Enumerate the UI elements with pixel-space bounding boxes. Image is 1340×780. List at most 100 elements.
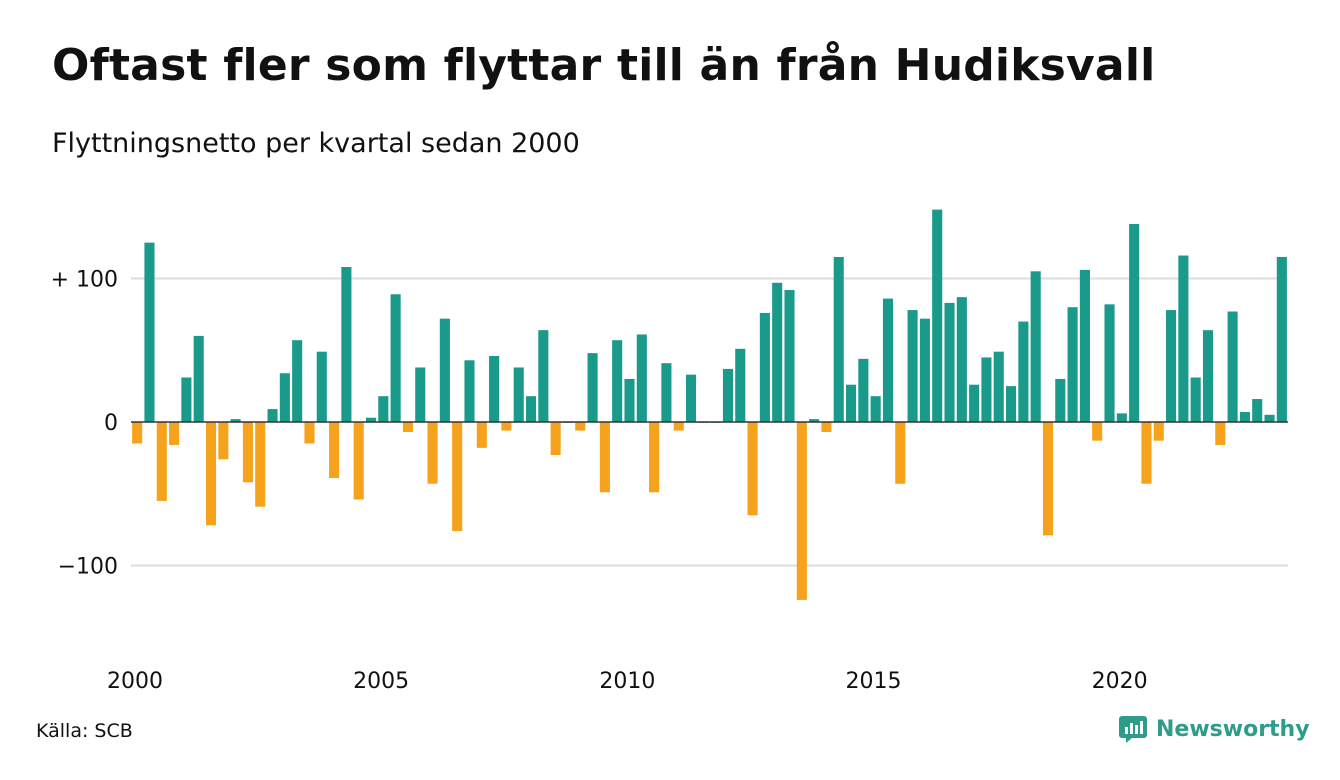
bar [1252,399,1263,422]
bar [1104,304,1115,422]
brand-name: Newsworthy [1156,716,1310,742]
bar [1129,223,1140,422]
bar [316,351,327,422]
source-note: Källa: SCB [36,720,133,742]
bar [353,422,364,500]
bar [907,310,918,422]
bar [390,294,401,422]
bar [193,335,204,422]
bar [981,357,992,423]
bar [809,419,820,422]
x-tick-label: 2015 [846,669,902,694]
bar-chart: + 100 0 −100 2000 2005 2010 2015 2020 [51,209,1288,694]
bar [525,396,537,422]
bar [292,340,303,422]
bar [538,330,549,422]
bar [722,368,734,422]
bar [673,422,684,431]
bar [882,298,894,422]
bar [156,422,167,501]
bar [476,422,487,448]
bar [230,419,241,422]
bar [661,363,672,423]
bar [858,358,869,422]
y-tick-label: 0 [104,411,118,436]
bar [255,422,266,507]
bar [1153,422,1164,441]
bar [821,422,832,433]
bar [513,367,524,422]
bar [1092,422,1103,441]
bar [550,422,561,456]
bar [919,318,930,422]
bar [1178,255,1189,422]
bar [969,384,980,422]
bar [747,422,758,516]
bar [895,422,906,484]
bar [649,422,660,493]
bar [1141,422,1152,484]
bar [624,378,635,422]
bar [1067,307,1078,422]
bar [612,340,623,422]
x-tick-label: 2000 [107,669,163,694]
bar [329,422,340,478]
bar [575,422,586,431]
bar [304,422,315,444]
bar [169,422,180,445]
bar [489,355,500,422]
bar [1276,256,1287,423]
chart-title: Oftast fler som flyttar till än från Hud… [52,40,1156,91]
bar [132,422,143,444]
bar [144,242,155,423]
y-tick-label: −100 [58,555,118,580]
bar [452,422,463,532]
bar [956,297,967,422]
bar [587,353,598,422]
bar [218,422,229,460]
bar [439,318,450,422]
bar [796,422,807,600]
bar [1190,377,1201,422]
newsworthy-icon [1119,716,1147,743]
bar [279,373,290,422]
bar [685,374,697,422]
x-tick-label: 2010 [599,669,655,694]
bar [1042,422,1054,536]
bar [427,422,438,484]
bar [1202,330,1214,422]
bar [1006,386,1017,423]
bar [1030,271,1041,422]
x-tick-label: 2020 [1092,669,1148,694]
bar [1055,378,1066,422]
bar [205,422,217,526]
bar [772,282,783,422]
bar [1264,414,1275,422]
bar [1166,310,1177,422]
bar [341,267,352,422]
bar [402,422,413,433]
bar [267,409,278,422]
bar [636,334,647,422]
bar [415,367,426,422]
chart-subtitle: Flyttningsnetto per kvartal sedan 2000 [52,128,580,159]
y-tick-label: + 100 [51,268,118,293]
bar [735,348,746,422]
bar [1079,269,1090,422]
bar [599,422,610,493]
bar [784,289,795,422]
brand-logo: Newsworthy [1118,714,1310,744]
bar [378,396,389,422]
bar [932,209,943,422]
bar [501,422,512,431]
bar [1116,413,1127,422]
bar [993,351,1004,422]
bar [464,360,475,423]
bar [1018,321,1029,422]
bar [181,377,192,422]
bar [1239,411,1250,422]
x-tick-label: 2005 [353,669,409,694]
bar [1227,311,1238,422]
bar [944,302,955,422]
bar [242,422,253,483]
